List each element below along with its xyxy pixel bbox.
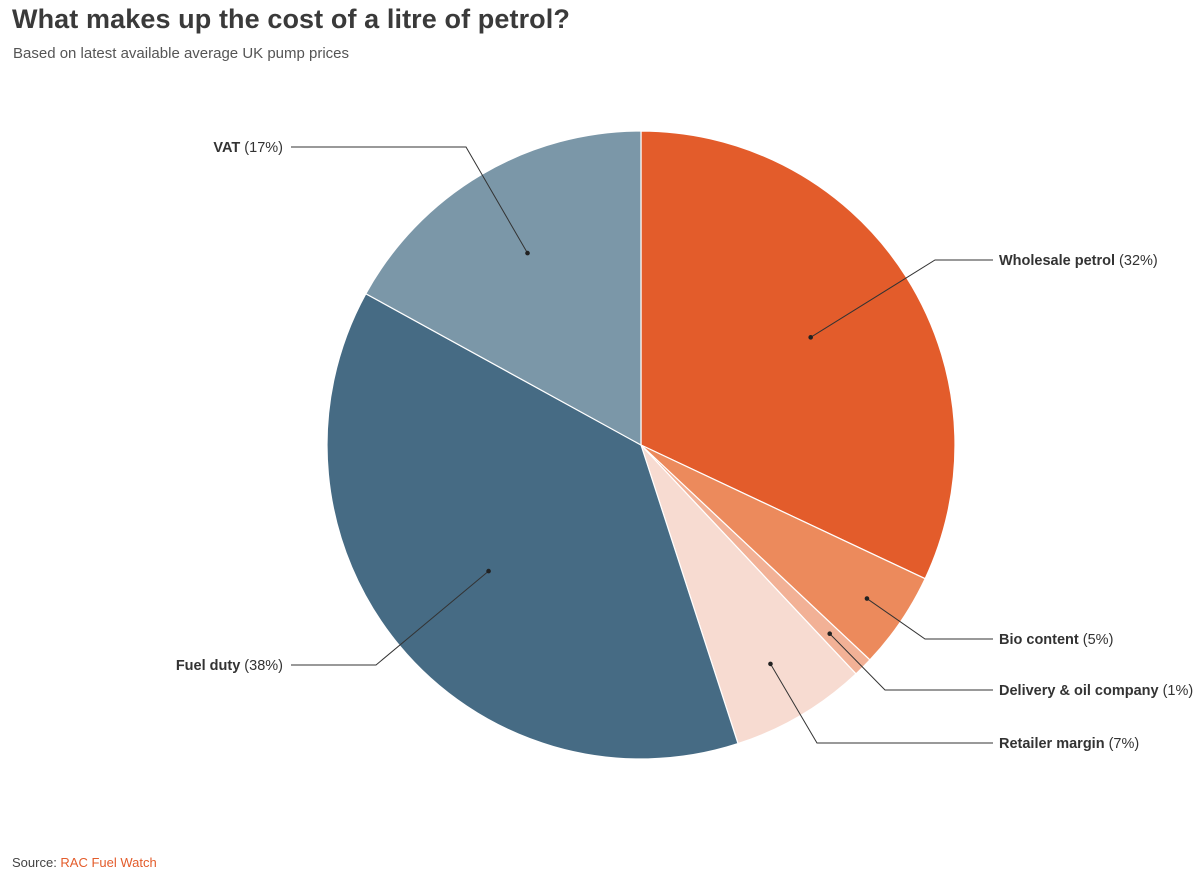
pie-slice-wholesale-petrol[interactable] <box>640 130 956 580</box>
leader-dot-wholesale-petrol <box>808 335 813 340</box>
slice-label-name: Wholesale petrol <box>999 253 1115 269</box>
slice-label-name: Fuel duty <box>176 658 240 674</box>
slice-label-value: (17%) <box>240 140 283 156</box>
source-prefix: Source: <box>12 855 61 870</box>
slice-label-bio-content: Bio content (5%) <box>999 632 1113 648</box>
slice-label-name: Retailer margin <box>999 736 1105 752</box>
chart-title: What makes up the cost of a litre of pet… <box>12 4 570 34</box>
chart-subtitle: Based on latest available average UK pum… <box>13 45 350 62</box>
slice-label-wholesale-petrol: Wholesale petrol (32%) <box>999 253 1158 269</box>
slice-label-value: (1%) <box>1159 683 1194 699</box>
source-link[interactable]: RAC Fuel Watch <box>60 855 157 870</box>
source-note: Source: RAC Fuel Watch <box>12 855 157 870</box>
slice-label-value: (5%) <box>1079 632 1114 648</box>
slice-label-vat: VAT (17%) <box>213 140 283 156</box>
slice-label-name: VAT <box>213 140 240 156</box>
leader-line-delivery-and-oil-company <box>829 633 993 691</box>
slice-label-delivery-and-oil-company: Delivery & oil company (1%) <box>999 683 1193 699</box>
leader-dot-delivery-and-oil-company <box>827 631 833 637</box>
slice-label-value: (32%) <box>1115 253 1158 269</box>
leader-line-fuel-duty <box>291 570 489 666</box>
leader-dot-fuel-duty <box>486 568 491 574</box>
slice-label-value: (38%) <box>240 658 283 674</box>
pie-slices <box>326 130 956 760</box>
slice-labels: Wholesale petrol (32%) Bio content (5%) De… <box>176 140 1193 752</box>
slice-label-retailer-margin: Retailer margin (7%) <box>999 736 1139 752</box>
leader-line-retailer-margin <box>770 663 993 744</box>
leader-line-vat <box>291 146 528 254</box>
leader-dot-retailer-margin <box>768 661 773 667</box>
slice-label-name: Delivery & oil company <box>999 683 1159 699</box>
slice-label-fuel-duty: Fuel duty (38%) <box>176 658 283 674</box>
leader-line-wholesale-petrol <box>810 259 993 338</box>
label-leader-lines <box>291 146 993 744</box>
pie-slice-vat[interactable] <box>365 130 642 447</box>
leader-dot-vat <box>525 250 530 256</box>
slice-label-name: Bio content <box>999 632 1079 648</box>
leader-line-bio-content <box>866 598 993 640</box>
slice-label-value: (7%) <box>1105 736 1140 752</box>
leader-dot-bio-content <box>864 596 870 601</box>
